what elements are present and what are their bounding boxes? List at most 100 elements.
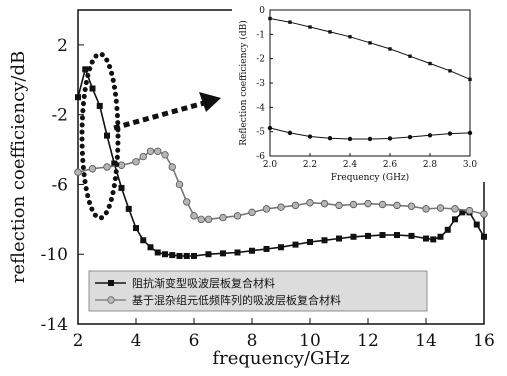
main-series-2-point xyxy=(378,200,387,209)
main-series-2-point xyxy=(103,163,111,171)
main-series-2-point xyxy=(190,212,198,220)
main-series-1-point xyxy=(437,233,444,240)
inset-series-2-point xyxy=(407,134,413,140)
inset-y-tick-label: -3 xyxy=(256,79,265,89)
main-series-2-point xyxy=(393,201,401,210)
main-y-axis-label: reflection coefficiency/dB xyxy=(8,51,29,283)
main-series-1-point xyxy=(125,205,132,212)
main-x-tick-label: 12 xyxy=(357,331,379,351)
main-series-2-point xyxy=(349,200,358,209)
inset-series-2-point xyxy=(367,136,373,142)
main-series-1-point xyxy=(133,225,139,232)
main-x-axis-label: frequency/GHz xyxy=(212,348,349,369)
inset-series-1-point xyxy=(288,20,292,24)
main-series-1-point xyxy=(183,252,190,259)
inset-series-1-point xyxy=(448,69,452,73)
inset-series-2-point xyxy=(287,130,293,136)
main-series-2-point xyxy=(465,206,474,215)
inset-y-tick-label: -2 xyxy=(256,55,265,65)
main-series-1-point xyxy=(169,252,176,259)
main-x-tick-label: 4 xyxy=(131,331,142,351)
main-series-1-point xyxy=(423,235,429,242)
main-series-2-point xyxy=(436,204,445,212)
inset-x-tick-label: 2.6 xyxy=(383,160,398,170)
inset-series-1-point xyxy=(468,77,472,82)
main-series-1-point xyxy=(147,244,154,251)
inset-series-2-point xyxy=(307,134,313,139)
inset-series-1-point xyxy=(348,35,352,39)
main-y-tick-label: -14 xyxy=(41,315,68,335)
inset-x-tick-label: 2.0 xyxy=(263,160,278,170)
main-series-2-point xyxy=(219,213,227,222)
main-series-1-point xyxy=(111,160,118,167)
main-series-1-point xyxy=(473,221,480,228)
main-series-2-point xyxy=(291,201,300,210)
main-series-2-point xyxy=(248,208,256,217)
inset-series-1-point xyxy=(328,30,332,34)
inset-series-2-point xyxy=(267,125,273,131)
main-series-2-point xyxy=(451,205,459,213)
main-x-tick-label: 2 xyxy=(73,331,84,351)
inset-background xyxy=(232,0,507,182)
inset-series-1-point xyxy=(408,54,412,58)
inset-series-2-point xyxy=(447,131,453,136)
main-series-1-point xyxy=(118,184,125,191)
inset-series-2-point xyxy=(327,136,333,141)
inset-series-2-point xyxy=(467,130,473,136)
legend-box xyxy=(88,270,428,312)
inset-x-axis-label: Frequency (GHz) xyxy=(331,172,409,183)
main-series-1-point xyxy=(234,249,241,256)
main-series-1-point xyxy=(408,232,415,239)
inset-plot-layer: 2.0 2.2 2.4 2.6 2.8 3.0 0 -1 -2 -3 -4 -5 -6 xyxy=(256,6,477,170)
main-series-2-point xyxy=(168,163,176,171)
main-series-1-point xyxy=(249,247,255,254)
main-series-1-point xyxy=(430,236,437,243)
inset-y-tick-label: -4 xyxy=(256,103,265,113)
main-series-2-point xyxy=(480,210,488,218)
inset-y-tick-label: -6 xyxy=(256,152,265,162)
main-series-2-point xyxy=(320,199,329,208)
legend-label-series-1: 阻抗渐变型吸波层板复合材料 xyxy=(132,276,275,290)
inset-y-tick-label: -1 xyxy=(256,30,265,40)
main-series-1-point xyxy=(104,132,110,139)
inset-x-tick-label: 2.8 xyxy=(423,160,438,170)
main-series-1-point xyxy=(154,249,161,256)
main-x-tick-label: 6 xyxy=(189,331,200,351)
main-series-1-point xyxy=(459,209,466,216)
inset-y-axis-label: Reflection coefficiency (dB) xyxy=(238,20,249,146)
main-series-2-point xyxy=(139,152,147,161)
main-series-2-point xyxy=(146,147,155,155)
main-series-1-point xyxy=(75,94,81,101)
main-series-2-point xyxy=(74,168,82,176)
main-series-2-line xyxy=(77,150,485,221)
main-series-2-point xyxy=(262,205,271,213)
main-x-tick-label: 8 xyxy=(247,331,258,351)
main-series-1-point xyxy=(452,216,458,223)
main-series-1-point xyxy=(307,239,313,246)
main-series-2-point xyxy=(306,199,314,207)
main-x-tick-label: 14 xyxy=(415,331,437,351)
inset-series-2-point xyxy=(427,133,433,138)
main-series-2-point xyxy=(161,151,169,159)
inset-series-1-point xyxy=(428,61,432,66)
main-series-1-point xyxy=(481,233,487,240)
main-series-1-point xyxy=(336,235,342,242)
main-plot-layer: 2 4 6 8 10 12 14 16 2 -2 -6 -10 -14 xyxy=(41,36,495,351)
inset-x-tick-label: 2.2 xyxy=(303,160,317,170)
callout-arrow-shaft xyxy=(113,100,205,131)
main-series-1-point xyxy=(321,237,328,244)
main-series-1-point xyxy=(292,241,299,248)
main-series-2-point xyxy=(183,198,191,206)
main-series-1-point xyxy=(444,226,451,233)
main-y-tick-label: -6 xyxy=(51,175,68,195)
main-series-2-point xyxy=(154,147,162,155)
main-series-2-point xyxy=(204,215,213,224)
callout-arrowhead xyxy=(199,92,221,112)
inset-series-1-point xyxy=(388,47,392,51)
main-series-1-point xyxy=(176,252,183,259)
main-series-1-point xyxy=(140,237,147,244)
inset-x-tick-label: 2.4 xyxy=(343,160,358,170)
highlight-ellipse xyxy=(79,51,121,221)
main-series-1-point xyxy=(350,233,357,240)
